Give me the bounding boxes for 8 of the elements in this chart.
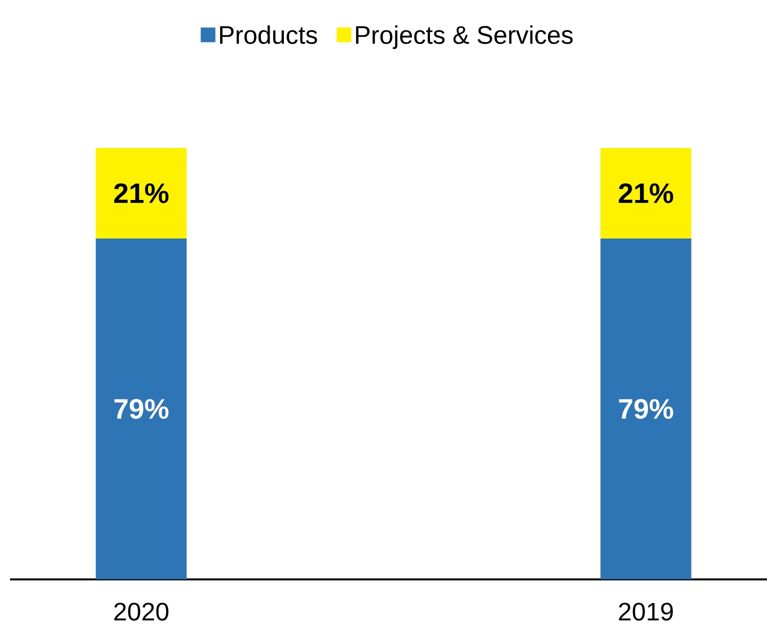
data-label: 79%	[619, 399, 674, 419]
data-label: 21%	[114, 183, 168, 204]
x-tick-label: 2019	[618, 602, 673, 621]
legend-label: Products	[220, 25, 318, 44]
data-label: 79%	[114, 399, 168, 419]
x-tick-label: 2020	[114, 602, 168, 621]
data-label: 21%	[618, 183, 674, 204]
legend-label: Projects & Services	[356, 25, 573, 49]
